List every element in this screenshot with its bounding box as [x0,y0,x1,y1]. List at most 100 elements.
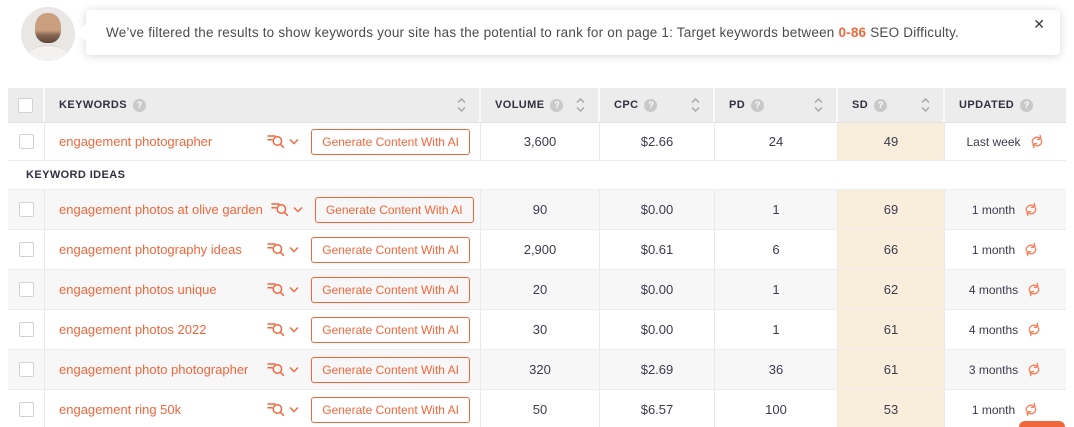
help-icon[interactable]: ? [644,98,658,112]
volume-cell: 50 [481,390,600,427]
column-header-cpc: CPC ? [600,88,715,122]
table-body: engagement photographer Generate Content… [8,123,1066,427]
help-icon[interactable]: ? [1020,98,1034,112]
sd-cell: 49 [838,123,945,160]
pd-cell: 6 [715,230,838,269]
keyword-link[interactable]: engagement photo photographer [59,362,249,377]
cpc-cell: $0.00 [600,270,715,309]
avatar-face [35,13,61,43]
row-checkbox[interactable] [18,134,34,149]
table-row: engagement photo photographer Generate C… [8,350,1066,390]
table-row: engagement photos at olive garden Genera… [8,190,1066,230]
sd-cell: 69 [838,190,945,229]
row-checkbox[interactable] [18,362,34,377]
keyword-link[interactable]: engagement ring 50k [59,402,182,417]
pd-cell: 1 [715,310,838,349]
help-icon[interactable]: ? [132,98,146,112]
row-checkbox[interactable] [18,202,34,217]
help-icon[interactable]: ? [751,98,765,112]
row-checkbox[interactable] [18,282,34,297]
keyword-link[interactable]: engagement photographer [59,134,213,149]
row-checkbox[interactable] [18,402,34,417]
refresh-icon[interactable] [1026,362,1042,377]
filter-banner: We’ve filtered the results to show keywo… [0,0,1074,80]
generate-content-button[interactable]: Generate Content With AI [311,128,470,155]
keyword-cell: engagement photography ideas Generate Co… [45,230,481,269]
keyword-link[interactable]: engagement photos 2022 [59,322,207,337]
keyword-cell: engagement photos 2022 Generate Content … [45,310,481,349]
row-checkbox-cell [8,270,45,309]
chevron-down-icon [289,247,299,253]
sort-icon[interactable] [575,96,586,114]
table-row: engagement photography ideas Generate Co… [8,230,1066,270]
select-all-checkbox[interactable] [18,97,33,113]
updated-label: 1 month [971,242,1016,257]
column-label-keywords: KEYWORDS [59,99,127,111]
close-icon[interactable]: ✕ [1033,16,1045,32]
sd-cell: 61 [838,310,945,349]
cpc-cell: $2.69 [600,350,715,389]
help-icon[interactable]: ? [874,98,888,112]
column-header-keywords: KEYWORDS ? [45,88,481,122]
chevron-down-icon [289,327,299,333]
banner-card: We’ve filtered the results to show keywo… [86,10,1060,55]
table-row: engagement ring 50k Generate Content Wit… [8,390,1066,427]
refresh-icon[interactable] [1023,242,1039,257]
keyword-search-dropdown[interactable] [267,133,299,150]
keyword-link[interactable]: engagement photography ideas [59,242,242,257]
keyword-search-dropdown[interactable] [267,401,299,418]
generate-content-button[interactable]: Generate Content With AI [311,356,470,383]
volume-cell: 320 [481,350,600,389]
keyword-search-dropdown[interactable] [267,321,299,338]
keyword-search-dropdown[interactable] [267,361,299,378]
keyword-search-dropdown[interactable] [267,281,299,298]
row-checkbox[interactable] [18,242,34,257]
sort-icon[interactable] [813,96,824,114]
avatar-shirt [28,45,68,61]
volume-cell: 20 [481,270,600,309]
sort-icon[interactable] [920,96,931,114]
updated-label: 4 months [968,322,1019,337]
volume-cell: 30 [481,310,600,349]
volume-cell: 2,900 [481,230,600,269]
chevron-down-icon [289,367,299,373]
generate-content-button[interactable]: Generate Content With AI [311,276,470,303]
generate-content-button[interactable]: Generate Content With AI [311,236,470,263]
keyword-cell: engagement photographer Generate Content… [45,123,481,160]
generate-content-button[interactable]: Generate Content With AI [311,316,470,343]
updated-label: 1 month [971,402,1016,417]
section-label: KEYWORD IDEAS [26,169,126,181]
banner-message-suffix: SEO Difficulty. [866,25,959,40]
keyword-search-dropdown[interactable] [267,241,299,258]
column-header-volume: VOLUME ? [481,88,600,122]
refresh-icon[interactable] [1023,402,1039,417]
refresh-icon[interactable] [1023,202,1039,217]
keywords-table: KEYWORDS ? VOLUME ? CPC ? PD ? [8,88,1066,427]
row-checkbox-cell [8,190,45,229]
table-row: engagement photos 2022 Generate Content … [8,310,1066,350]
table-row: engagement photos unique Generate Conten… [8,270,1066,310]
cpc-cell: $0.61 [600,230,715,269]
cpc-cell: $2.66 [600,123,715,160]
updated-cell: 4 months [945,310,1066,349]
refresh-icon[interactable] [1026,282,1042,297]
volume-cell: 3,600 [481,123,600,160]
keyword-search-dropdown[interactable] [271,201,303,218]
sd-range-highlight: 0-86 [838,25,867,40]
keyword-search-icon [267,403,285,417]
refresh-icon[interactable] [1026,322,1042,337]
floating-action-button[interactable] [1019,421,1065,427]
sort-icon[interactable] [690,96,701,114]
row-checkbox[interactable] [18,322,34,337]
keyword-link[interactable]: engagement photos unique [59,282,217,297]
chevron-down-icon [289,287,299,293]
keyword-link[interactable]: engagement photos at olive garden [59,202,263,217]
header-select-all-cell [8,88,45,122]
refresh-icon[interactable] [1029,134,1045,149]
generate-content-button[interactable]: Generate Content With AI [314,196,474,223]
pd-cell: 36 [715,350,838,389]
updated-label: 3 months [968,362,1019,377]
help-icon[interactable]: ? [550,98,564,112]
sort-icon[interactable] [456,96,467,114]
generate-content-button[interactable]: Generate Content With AI [311,396,470,423]
